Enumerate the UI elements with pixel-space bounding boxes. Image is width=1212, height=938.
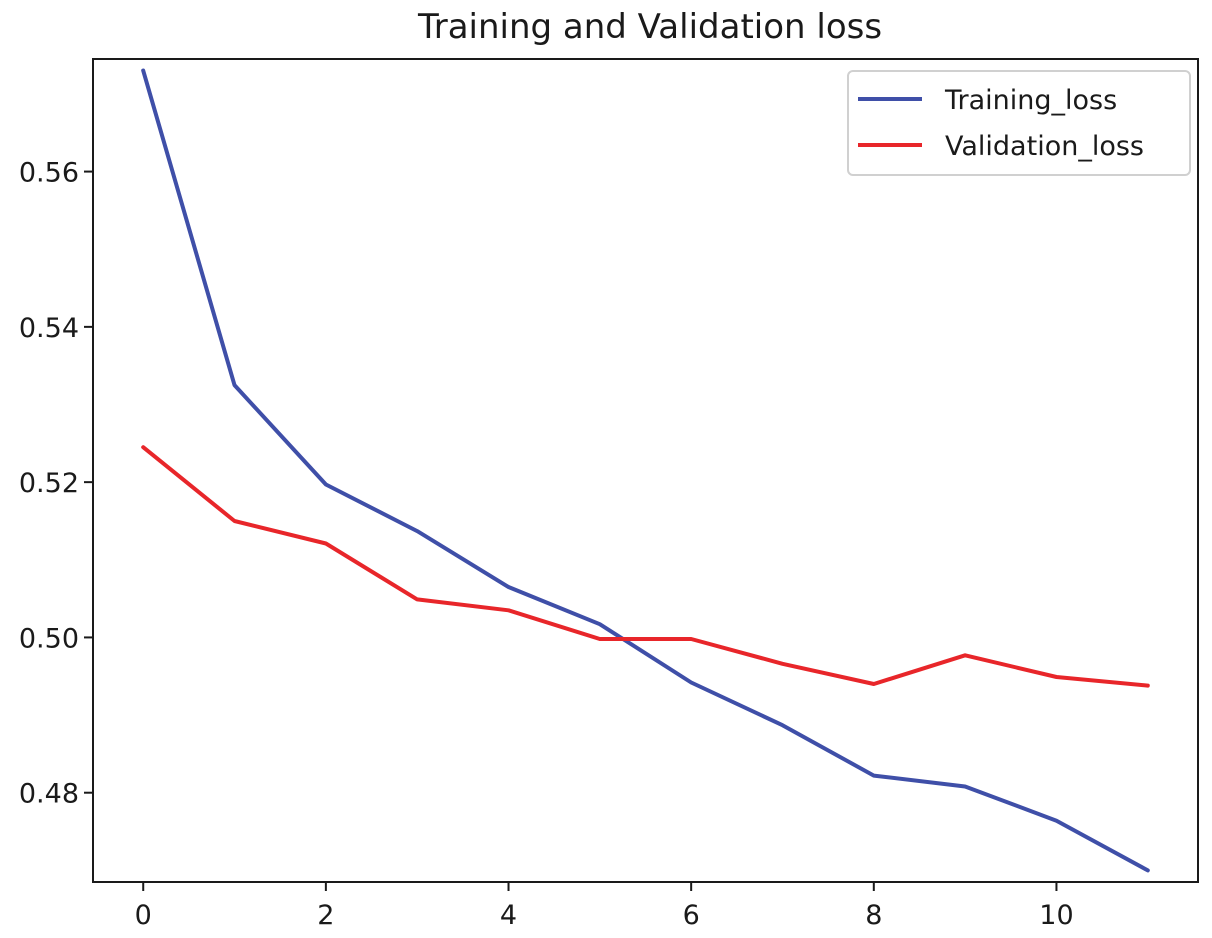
x-tick-label: 8	[865, 900, 882, 931]
legend-label: Validation_loss	[945, 131, 1144, 162]
series-layer	[141, 68, 1150, 873]
y-tick-label: 0.52	[19, 468, 79, 499]
legend-label: Training_loss	[944, 85, 1117, 116]
x-axis: 0 2 4 6 8 10	[135, 882, 1074, 931]
chart-title: Training and Validation loss	[417, 7, 882, 47]
y-axis: 0.48 0.50 0.52 0.54 0.56	[19, 158, 93, 810]
y-tick-label: 0.56	[19, 158, 79, 189]
y-tick-label: 0.54	[19, 313, 79, 344]
x-tick-label: 4	[500, 900, 517, 931]
x-tick-label: 10	[1039, 900, 1073, 931]
series-line-validation-loss	[141, 445, 1150, 688]
x-tick-label: 6	[683, 900, 700, 931]
y-tick-label: 0.48	[19, 779, 79, 810]
legend-box	[847, 70, 1191, 176]
plot-area-frame	[92, 58, 1199, 883]
legend: Training_loss Validation_loss	[847, 70, 1191, 176]
y-tick-label: 0.50	[19, 623, 79, 654]
x-tick-label: 2	[317, 900, 334, 931]
x-tick-label: 0	[135, 900, 152, 931]
series-line-training-loss	[141, 68, 1150, 873]
